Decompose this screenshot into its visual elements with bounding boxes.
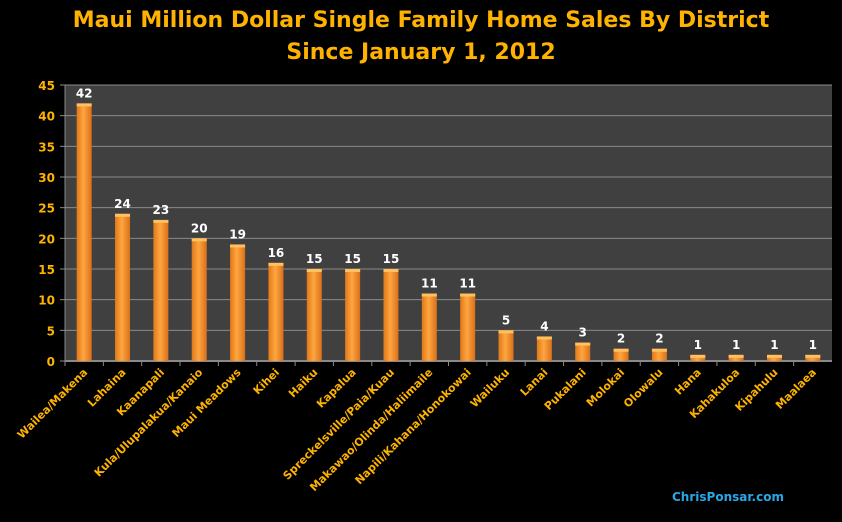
x-tick-label: Pukalani [542, 366, 589, 413]
y-tick-label: 40 [38, 110, 55, 124]
y-tick-label: 30 [38, 171, 55, 185]
value-label: 23 [153, 203, 170, 217]
bar-top [76, 103, 92, 107]
y-tick-label: 0 [47, 355, 55, 369]
value-label: 1 [770, 338, 778, 352]
value-label: 1 [732, 338, 740, 352]
bar [766, 354, 782, 361]
value-label: 4 [540, 319, 548, 333]
value-label: 5 [502, 313, 510, 327]
chart-subtitle: Since January 1, 2012 [286, 40, 556, 65]
bar-top [728, 354, 744, 358]
bar [651, 348, 667, 361]
x-tick-label: Hana [672, 366, 704, 398]
bar [153, 219, 169, 361]
x-tick-label: Wailuku [468, 366, 512, 410]
bar-top [536, 336, 552, 340]
y-tick-label: 10 [38, 294, 55, 308]
x-tick-label: Lanai [518, 366, 551, 399]
value-label: 15 [306, 252, 323, 266]
bar-top [153, 219, 169, 223]
x-tick-label: Molokai [584, 366, 627, 409]
value-label: 20 [191, 221, 208, 235]
bar [690, 354, 706, 361]
x-tick-label: Olowalu [621, 366, 665, 410]
bar [383, 269, 399, 361]
bar [575, 342, 591, 361]
bar-top [460, 293, 476, 297]
value-label: 19 [229, 227, 246, 241]
bar-top [766, 354, 782, 358]
value-label: 24 [114, 197, 131, 211]
bar [230, 244, 246, 361]
plot-area [65, 85, 832, 361]
y-tick-label: 5 [47, 324, 55, 338]
value-label: 11 [459, 277, 476, 291]
bar [805, 354, 821, 361]
bar-top [613, 348, 629, 352]
bar-top [306, 269, 322, 272]
value-label: 11 [421, 277, 438, 291]
bar [76, 103, 92, 362]
bar-top [230, 244, 246, 248]
bar [536, 336, 552, 361]
bar-top [651, 348, 667, 352]
bar-top [191, 238, 207, 242]
chart-title: Maui Million Dollar Single Family Home S… [72, 8, 770, 33]
bar-top [115, 213, 131, 217]
bar [460, 293, 476, 361]
y-tick-label: 25 [38, 202, 55, 216]
bar-top [383, 269, 399, 272]
bar [306, 269, 322, 361]
y-tick-label: 35 [38, 140, 55, 154]
bar-top [268, 262, 284, 266]
x-tick-label: Wailea/Makena [15, 366, 90, 441]
x-tick-label: Kihei [251, 366, 282, 397]
bar-top [421, 293, 437, 297]
x-tick-label: Maui Meadows [170, 366, 244, 440]
bar [191, 238, 207, 361]
value-label: 3 [579, 326, 587, 340]
value-label: 2 [617, 332, 625, 346]
bar-top [575, 342, 591, 346]
y-tick-label: 15 [38, 263, 55, 277]
value-label: 1 [694, 338, 702, 352]
value-label: 16 [268, 246, 285, 260]
bar-top [498, 330, 514, 334]
bar-top [690, 354, 706, 358]
bar-top [805, 354, 821, 358]
bar [613, 348, 629, 361]
bar [345, 269, 361, 361]
bar [268, 262, 284, 361]
watermark: ChrisPonsar.com [672, 490, 784, 504]
x-tick-label: Haiku [286, 366, 320, 400]
bar [421, 293, 437, 361]
x-tick-label: Maalaea [773, 366, 819, 412]
bar-top [345, 269, 361, 272]
y-tick-label: 20 [38, 232, 55, 246]
value-label: 2 [655, 332, 663, 346]
value-label: 42 [76, 86, 93, 100]
bar [115, 213, 131, 361]
bar [498, 330, 514, 361]
y-tick-label: 45 [38, 79, 55, 93]
value-label: 15 [344, 252, 361, 266]
bar [728, 354, 744, 361]
value-label: 1 [809, 338, 817, 352]
value-label: 15 [383, 252, 400, 266]
